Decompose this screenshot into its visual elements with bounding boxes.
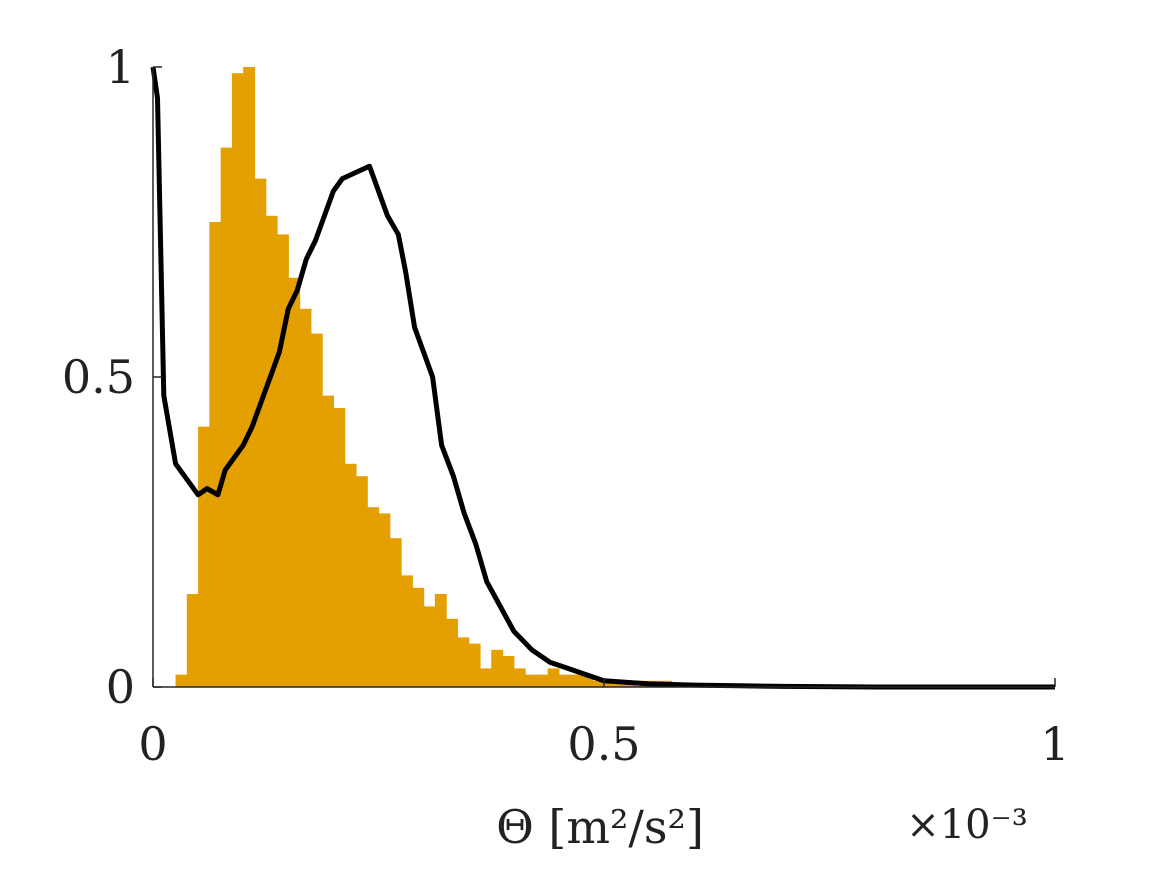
histogram-bar xyxy=(547,668,560,687)
histogram-bar xyxy=(446,618,459,687)
histogram-bar xyxy=(457,637,470,687)
histogram-bar xyxy=(479,668,492,687)
x-tick-label: 0.5 xyxy=(567,717,640,771)
histogram-bar xyxy=(333,408,346,687)
histogram-bar xyxy=(525,674,537,687)
histogram-bar xyxy=(209,222,222,687)
y-tick-label: 1 xyxy=(106,40,135,94)
histogram-bars xyxy=(175,67,673,688)
histogram-bar xyxy=(412,587,425,687)
histogram-bar xyxy=(220,147,233,688)
y-tick-label: 0.5 xyxy=(62,350,135,404)
histogram-bar xyxy=(265,215,278,688)
histogram-bar xyxy=(288,277,301,687)
histogram-bar xyxy=(558,674,571,687)
histogram-bar xyxy=(299,308,312,687)
histogram-bar xyxy=(344,463,357,687)
histogram-bar xyxy=(322,395,334,687)
histogram-bar xyxy=(277,234,289,687)
ticks xyxy=(152,66,1056,688)
histogram-bar xyxy=(434,594,447,687)
tick-labels: 0 0.5 1 0 0.5 1 xyxy=(62,40,1070,771)
histogram-bar xyxy=(604,680,616,687)
histogram-bar xyxy=(592,680,605,687)
y-tick-label: 0 xyxy=(106,660,135,714)
histogram-bar xyxy=(175,674,188,687)
histogram-bar xyxy=(401,575,413,687)
histogram-bar xyxy=(254,178,267,687)
histogram-bar xyxy=(243,67,256,687)
histogram-bar xyxy=(310,333,323,687)
histogram-bar xyxy=(502,656,515,687)
histogram-bar xyxy=(491,649,504,687)
histogram-bar xyxy=(231,73,244,687)
histogram-bar xyxy=(378,513,391,687)
histogram-bar xyxy=(367,507,380,687)
histogram-bar xyxy=(513,668,526,687)
histogram-bar xyxy=(389,538,402,687)
histogram-bar xyxy=(468,643,481,687)
x-tick-label: 1 xyxy=(1040,717,1069,771)
x-tick-label: 0 xyxy=(138,717,167,771)
histogram-bar xyxy=(581,674,594,687)
histogram-bar xyxy=(186,594,199,687)
x-axis-label: Θ [m²/s²] xyxy=(496,800,704,854)
line-series xyxy=(150,66,1055,690)
histogram-bar xyxy=(570,674,583,687)
histogram-bar xyxy=(423,606,436,687)
histogram-bar xyxy=(355,476,368,687)
histogram-bar xyxy=(536,674,549,687)
x-exponent-label: ×10⁻³ xyxy=(906,802,1028,848)
histogram-bar xyxy=(198,426,210,687)
